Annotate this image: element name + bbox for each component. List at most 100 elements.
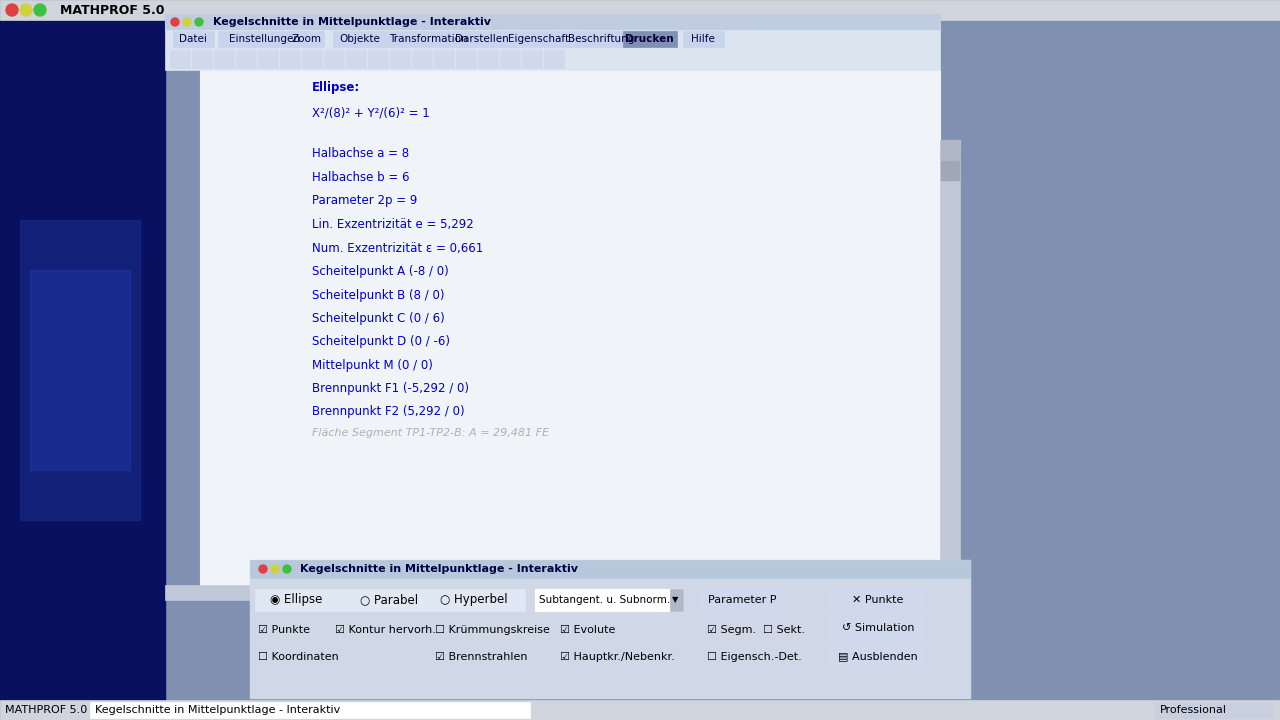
Bar	[324, 50, 344, 68]
Text: M: M	[631, 334, 641, 344]
Text: Ellipse:: Ellipse:	[312, 81, 360, 94]
Text: F1: F1	[513, 334, 527, 344]
Circle shape	[35, 4, 46, 16]
Bar	[829, 645, 925, 667]
Text: Scheitelpunkt C (0 / 6): Scheitelpunkt C (0 / 6)	[312, 312, 444, 325]
Text: Parameter 2p = 9: Parameter 2p = 9	[312, 194, 417, 207]
Text: Eigenschaft: Eigenschaft	[508, 34, 570, 44]
Bar	[941, 140, 959, 160]
Text: C: C	[614, 189, 622, 199]
Bar	[173, 31, 214, 47]
Text: A: A	[443, 314, 451, 324]
Text: ☑ Brennstrahlen: ☑ Brennstrahlen	[435, 652, 527, 662]
Bar	[0, 0, 1280, 20]
Bar	[333, 31, 387, 47]
Text: TP1: TP1	[758, 222, 778, 233]
Text: Hilfe: Hilfe	[691, 34, 716, 44]
Text: ☐ Eigensch.-Det.: ☐ Eigensch.-Det.	[707, 652, 801, 662]
Text: ☐ Krümmungskreise: ☐ Krümmungskreise	[435, 625, 550, 635]
Text: Zoom: Zoom	[292, 34, 323, 44]
Text: Subtangent. u. Subnorm.: Subtangent. u. Subnorm.	[539, 595, 671, 605]
Text: ↺ Simulation: ↺ Simulation	[842, 623, 914, 633]
Text: Einstellungen: Einstellungen	[229, 34, 300, 44]
Bar	[0, 700, 1280, 720]
Text: Datei: Datei	[179, 34, 207, 44]
Bar	[29, 270, 131, 470]
Bar	[522, 50, 541, 68]
Bar	[456, 50, 476, 68]
Bar	[379, 31, 477, 47]
Text: MATHPROF 5.0: MATHPROF 5.0	[5, 705, 87, 715]
Bar	[941, 580, 959, 600]
Bar	[558, 31, 644, 47]
Text: ○ Hyperbel: ○ Hyperbel	[440, 593, 508, 606]
Text: B: B	[818, 314, 826, 324]
Bar	[390, 50, 410, 68]
Circle shape	[172, 18, 179, 26]
Bar	[200, 70, 940, 585]
Bar	[669, 589, 684, 611]
Text: ☑ Kontur hervorh.: ☑ Kontur hervorh.	[335, 625, 436, 635]
Text: ▼: ▼	[672, 595, 678, 605]
Text: Halbachse b = 6: Halbachse b = 6	[312, 171, 410, 184]
Bar	[829, 589, 925, 611]
Bar	[1155, 702, 1274, 718]
Circle shape	[283, 565, 291, 573]
Bar	[458, 325, 465, 330]
Bar	[165, 30, 940, 48]
Bar	[499, 31, 579, 47]
Bar	[746, 130, 754, 138]
Text: Kegelschnitte in Mittelpunktlage - Interaktiv: Kegelschnitte in Mittelpunktlage - Inter…	[95, 705, 340, 715]
Text: Scheitelpunkt D (0 / -6): Scheitelpunkt D (0 / -6)	[312, 335, 451, 348]
Text: ☐ Sekt.: ☐ Sekt.	[763, 625, 805, 635]
Text: D: D	[618, 462, 627, 472]
Circle shape	[271, 565, 279, 573]
Text: ☐ Koordinaten: ☐ Koordinaten	[259, 652, 339, 662]
Text: ☑ Evolute: ☑ Evolute	[561, 625, 616, 635]
Bar	[302, 50, 323, 68]
Bar	[940, 140, 960, 600]
Text: R: R	[758, 334, 765, 344]
Bar	[500, 50, 520, 68]
Bar	[623, 31, 677, 47]
Text: Professional: Professional	[1160, 705, 1228, 715]
Text: Y: Y	[640, 70, 648, 83]
Text: ◉ Ellipse: ◉ Ellipse	[270, 593, 323, 606]
Text: P: P	[762, 128, 769, 141]
Text: ☑ Punkte: ☑ Punkte	[259, 625, 310, 635]
Text: TP2: TP2	[758, 424, 778, 434]
Text: Transformation: Transformation	[389, 34, 467, 44]
Text: Lin. Exzentrizität e = 5,292: Lin. Exzentrizität e = 5,292	[312, 218, 474, 231]
Text: Scheitelpunkt B (8 / 0): Scheitelpunkt B (8 / 0)	[312, 289, 444, 302]
Text: Fläche Segment TP1-TP2-B: A = 29,481 FE: Fläche Segment TP1-TP2-B: A = 29,481 FE	[472, 427, 692, 437]
Text: Halbachse a = 8: Halbachse a = 8	[312, 147, 410, 160]
Text: Mittelpunkt M (0 / 0): Mittelpunkt M (0 / 0)	[312, 359, 433, 372]
Bar	[632, 196, 639, 202]
Text: Objekte: Objekte	[339, 34, 380, 44]
Circle shape	[6, 4, 18, 16]
Text: MATHPROF 5.0: MATHPROF 5.0	[60, 4, 165, 17]
Text: X²/(8)² + Y²/(6)² = 1: X²/(8)² + Y²/(6)² = 1	[312, 107, 430, 120]
Circle shape	[259, 565, 268, 573]
Text: Scheitelpunkt A (-8 / 0): Scheitelpunkt A (-8 / 0)	[312, 265, 449, 278]
Bar	[218, 31, 311, 47]
Text: Darstellen: Darstellen	[454, 34, 508, 44]
Bar	[90, 702, 530, 718]
Bar	[236, 50, 256, 68]
Text: Kegelschnitte in Mittelpunktlage - Interaktiv: Kegelschnitte in Mittelpunktlage - Inter…	[212, 17, 492, 27]
Bar	[806, 325, 813, 330]
Bar	[544, 50, 564, 68]
Text: ▤ Ausblenden: ▤ Ausblenden	[838, 651, 918, 661]
Text: Brennpunkt F2 (5,292 / 0): Brennpunkt F2 (5,292 / 0)	[312, 405, 465, 418]
Bar	[0, 20, 165, 700]
Bar	[346, 50, 366, 68]
Bar	[20, 220, 140, 520]
Text: V: V	[905, 314, 913, 324]
Circle shape	[195, 18, 204, 26]
Polygon shape	[750, 231, 809, 424]
Bar	[192, 50, 212, 68]
Text: T: T	[685, 334, 691, 344]
Bar	[829, 617, 925, 639]
Bar	[535, 589, 684, 611]
Bar	[412, 50, 433, 68]
